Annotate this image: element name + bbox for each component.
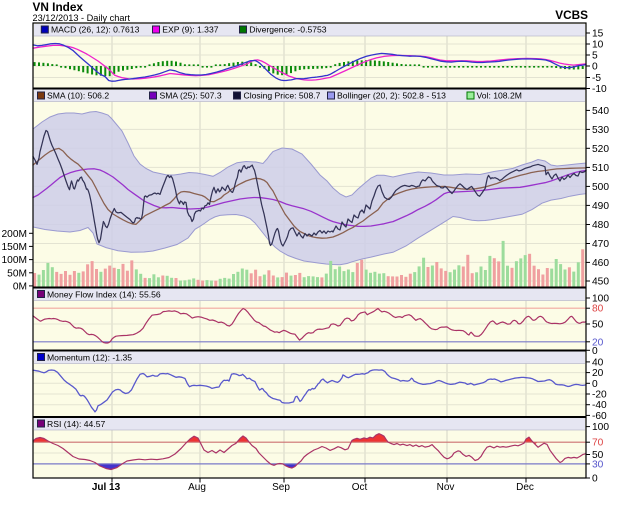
svg-text:Aug: Aug	[188, 482, 206, 493]
svg-text:Jul 13: Jul 13	[92, 482, 121, 493]
svg-text:20: 20	[592, 368, 604, 379]
svg-text:RSI (14): 44.57: RSI (14): 44.57	[47, 419, 105, 429]
svg-text:23/12/2013 - Daily chart: 23/12/2013 - Daily chart	[33, 13, 131, 23]
svg-text:-10: -10	[592, 84, 607, 95]
svg-text:Oct: Oct	[352, 482, 368, 493]
svg-text:50M: 50M	[7, 268, 27, 279]
svg-text:450: 450	[592, 277, 609, 288]
svg-text:-60: -60	[592, 411, 607, 422]
svg-text:Closing Price: 508.7: Closing Price: 508.7	[244, 91, 321, 101]
svg-text:500: 500	[592, 182, 609, 193]
svg-text:540: 540	[592, 106, 609, 117]
svg-text:520: 520	[592, 144, 609, 155]
svg-text:10: 10	[592, 40, 604, 51]
svg-text:MACD (26, 12): 0.7613: MACD (26, 12): 0.7613	[51, 25, 140, 35]
svg-text:Dec: Dec	[516, 482, 534, 493]
svg-text:510: 510	[592, 163, 609, 174]
svg-text:Nov: Nov	[437, 482, 455, 493]
svg-text:0: 0	[592, 346, 598, 357]
svg-text:Vol: 108.2M: Vol: 108.2M	[477, 91, 522, 101]
svg-text:Bollinger (20, 2): 502.8 - 513: Bollinger (20, 2): 502.8 - 513	[337, 91, 446, 101]
svg-text:80: 80	[592, 304, 604, 315]
svg-text:490: 490	[592, 201, 609, 212]
svg-text:15: 15	[592, 29, 604, 40]
svg-text:EXP (9): 1.337: EXP (9): 1.337	[162, 25, 218, 35]
svg-text:200M: 200M	[2, 229, 27, 240]
svg-text:100: 100	[592, 422, 609, 433]
svg-text:20: 20	[592, 337, 604, 348]
svg-text:0M: 0M	[13, 281, 27, 292]
svg-text:50: 50	[592, 320, 604, 331]
svg-text:-5: -5	[592, 73, 601, 84]
svg-text:460: 460	[592, 258, 609, 269]
svg-text:SMA (25): 507.3: SMA (25): 507.3	[160, 91, 222, 101]
svg-text:Momentum (12): -1.35: Momentum (12): -1.35	[47, 352, 132, 362]
svg-text:40: 40	[592, 357, 604, 368]
svg-text:150M: 150M	[2, 242, 27, 253]
svg-text:-40: -40	[592, 400, 607, 411]
svg-text:VCBS: VCBS	[555, 8, 588, 22]
svg-text:30: 30	[592, 459, 604, 470]
svg-text:100: 100	[592, 294, 609, 305]
svg-text:0: 0	[592, 379, 598, 390]
svg-text:0: 0	[592, 474, 598, 485]
svg-text:470: 470	[592, 239, 609, 250]
svg-text:Divergence: -0.5753: Divergence: -0.5753	[249, 25, 327, 35]
svg-text:-20: -20	[592, 390, 607, 401]
svg-text:VN Index: VN Index	[33, 0, 84, 14]
svg-text:5: 5	[592, 51, 598, 62]
svg-text:Sep: Sep	[272, 482, 290, 493]
svg-text:480: 480	[592, 220, 609, 231]
svg-text:50: 50	[592, 450, 604, 461]
svg-text:0: 0	[592, 62, 598, 73]
svg-text:Money Flow Index (14): 55.56: Money Flow Index (14): 55.56	[47, 289, 161, 299]
svg-text:70: 70	[592, 438, 604, 449]
svg-text:530: 530	[592, 125, 609, 136]
svg-text:100M: 100M	[2, 255, 27, 266]
svg-text:SMA (10): 506.2: SMA (10): 506.2	[47, 91, 109, 101]
